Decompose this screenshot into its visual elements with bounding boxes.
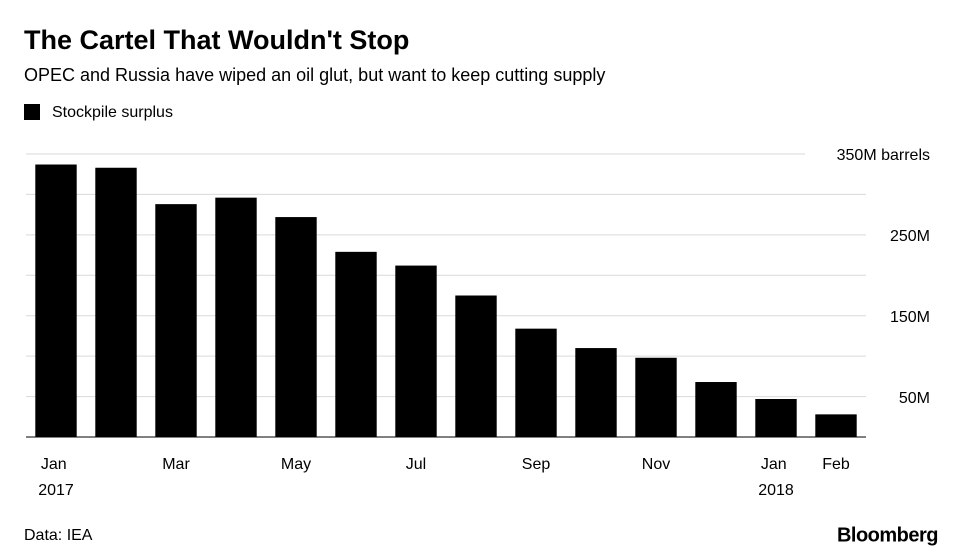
bar	[455, 295, 497, 437]
x-tick-label: May	[281, 456, 311, 473]
bar	[515, 328, 557, 437]
bar	[395, 265, 437, 437]
y-tick-label: 250M	[890, 228, 930, 245]
x-tick-label: Jan 2018	[758, 456, 794, 499]
chart-subtitle: OPEC and Russia have wiped an oil glut, …	[24, 65, 605, 85]
legend-swatch	[24, 104, 40, 120]
x-tick-label: Feb	[822, 456, 850, 473]
chart-title: The Cartel That Wouldn't Stop	[24, 25, 409, 55]
bar	[155, 204, 197, 437]
bar	[35, 164, 77, 438]
bar	[815, 414, 857, 437]
bar	[755, 398, 797, 437]
x-tick-label: Sep	[522, 456, 551, 473]
y-tick-label: 50M	[899, 390, 930, 407]
x-tick-label: Nov	[642, 456, 670, 473]
bar	[95, 167, 137, 437]
bar	[335, 251, 377, 437]
bar	[695, 382, 737, 437]
bar	[575, 348, 617, 437]
y-tick-label: 150M	[890, 309, 930, 326]
legend-label: Stockpile surplus	[52, 104, 173, 121]
credit: Bloomberg	[837, 524, 938, 546]
bar	[635, 357, 677, 437]
y-tick-label: 350M barrels	[837, 147, 930, 164]
x-tick-label: Mar	[162, 456, 190, 473]
bar	[275, 217, 317, 437]
x-tick-label: Jul	[406, 456, 426, 473]
source: Data: IEA	[24, 527, 93, 544]
bar	[215, 197, 257, 437]
x-tick-label: Jan 2017	[38, 456, 74, 499]
